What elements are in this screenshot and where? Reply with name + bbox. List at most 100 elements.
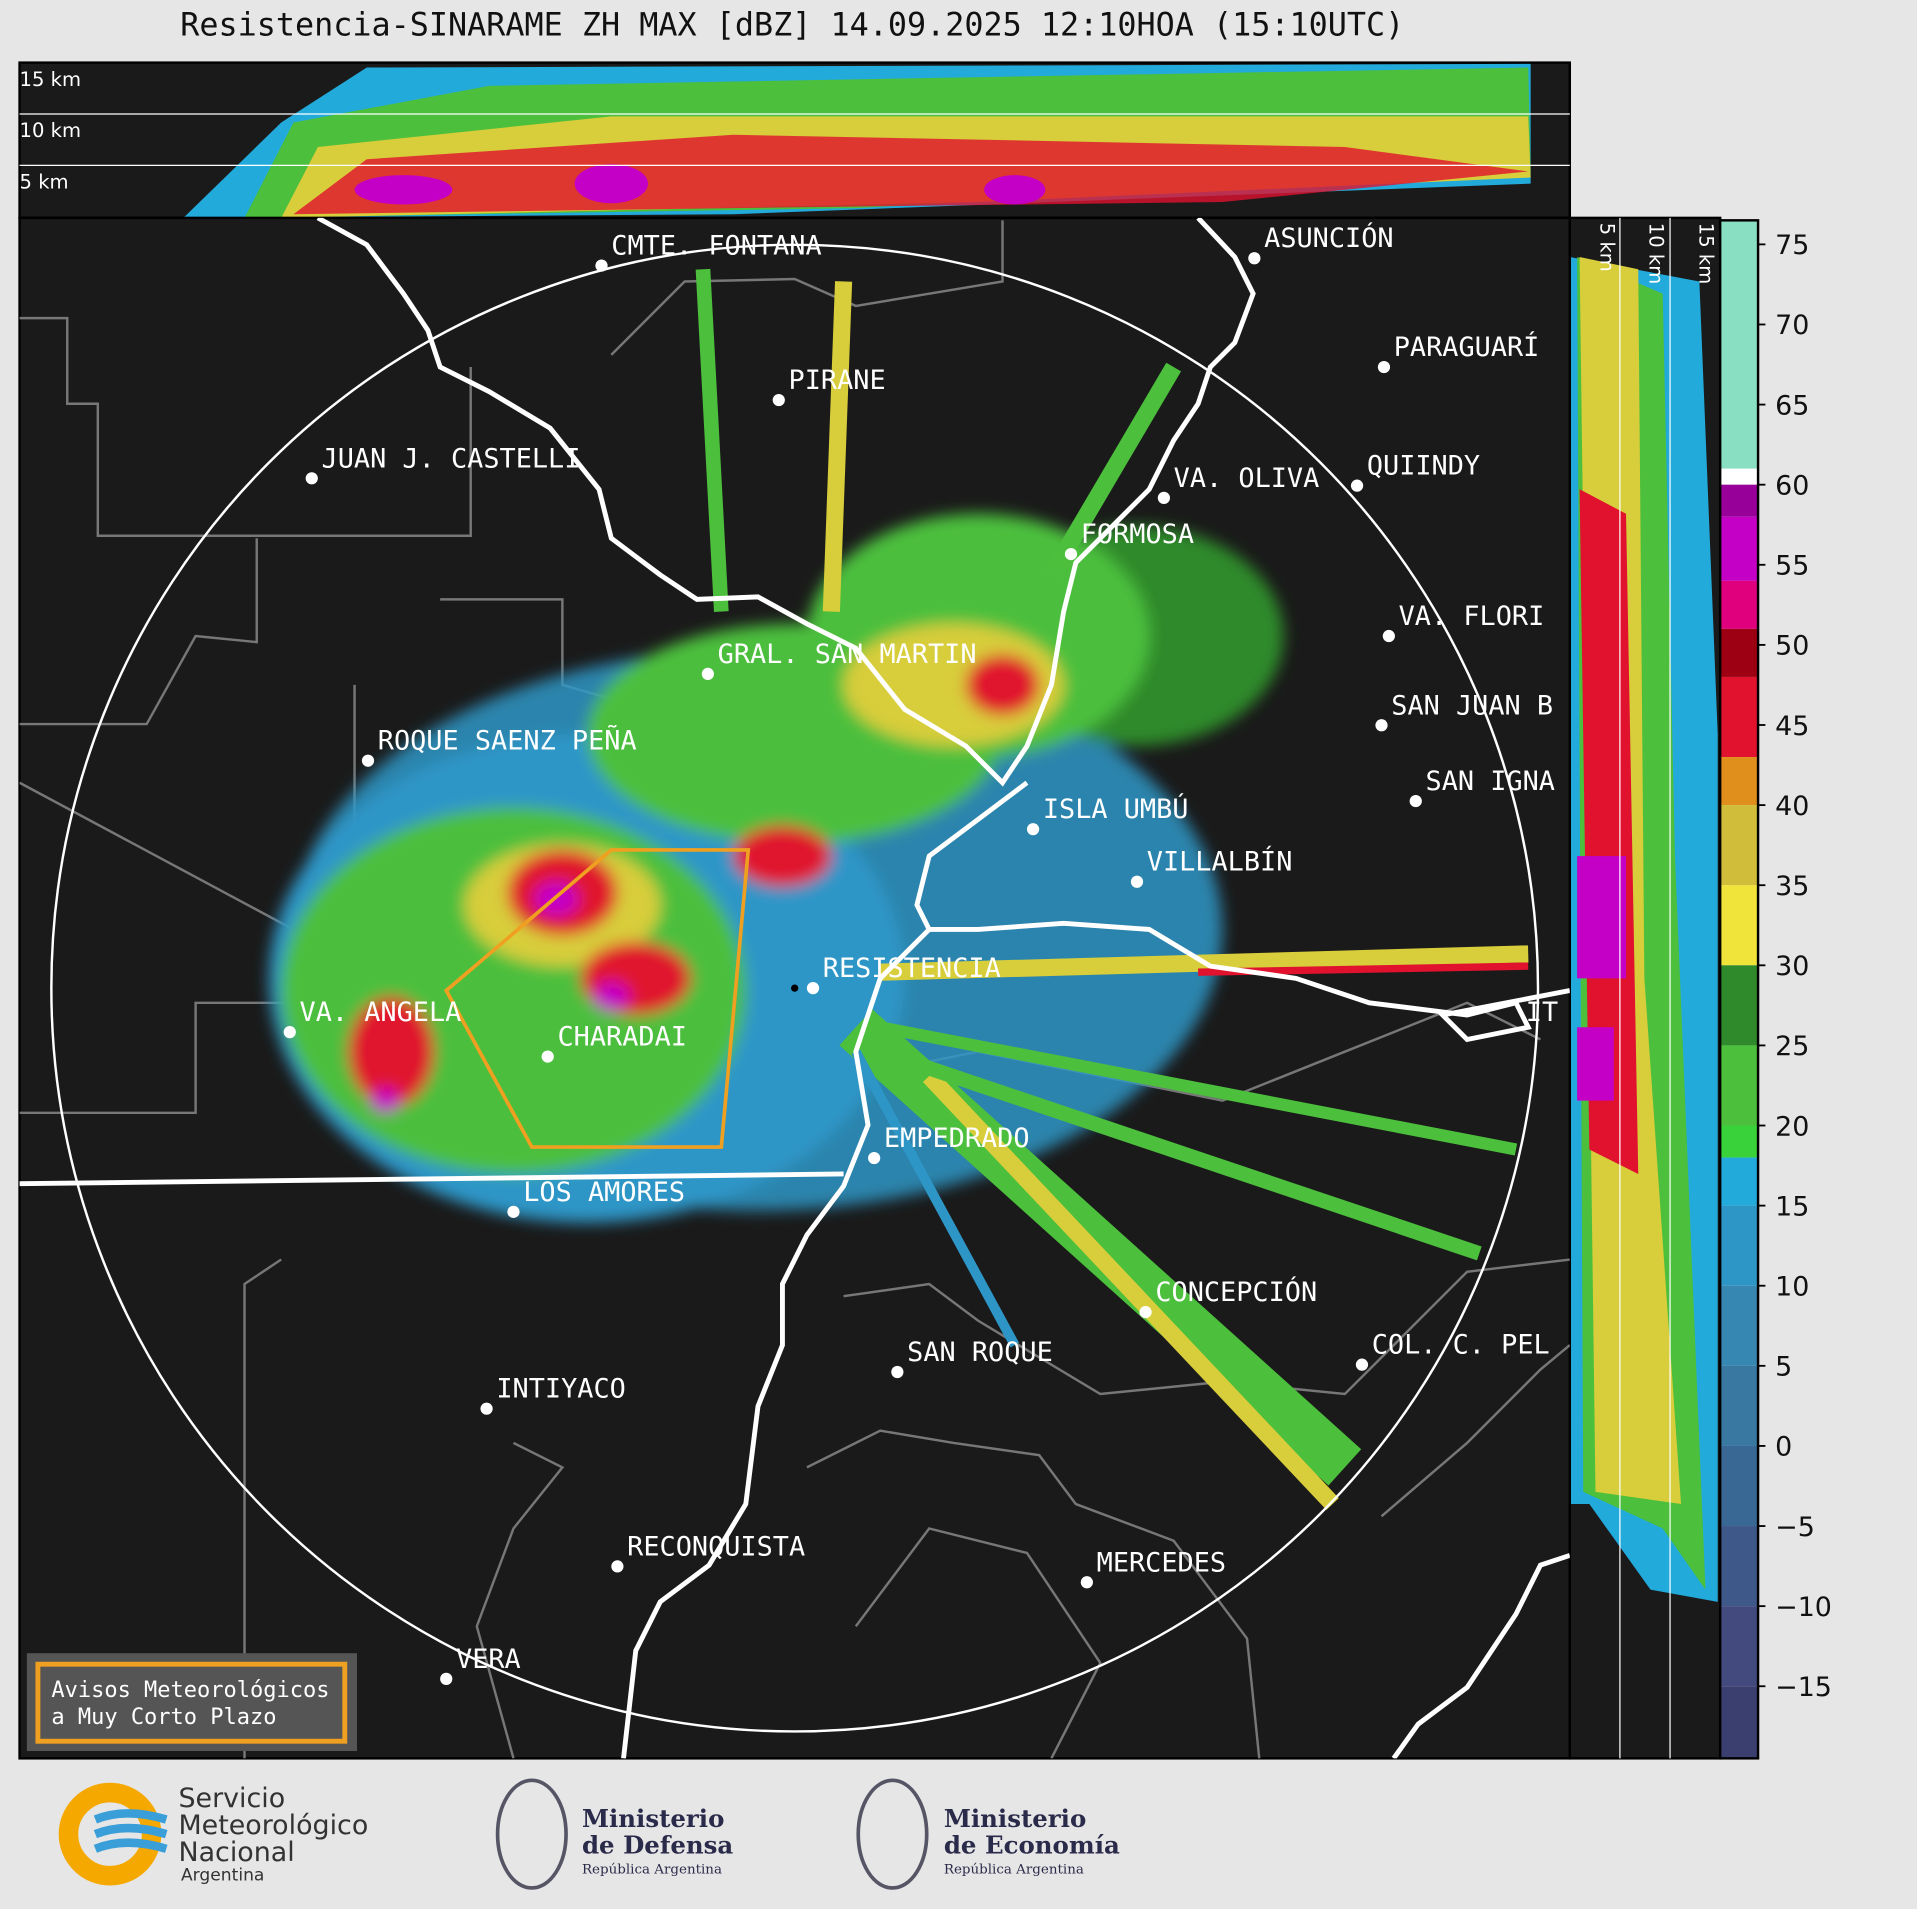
colorbar-tick-label: 15 — [1775, 1191, 1809, 1222]
city-label: VA. FLORI — [1399, 601, 1545, 632]
logo-text: Ministerio — [582, 1804, 724, 1833]
city-label: CHARADAI — [557, 1022, 686, 1053]
city-dot — [440, 1672, 453, 1685]
radar-site — [791, 984, 799, 992]
city-label: SAN JUAN B — [1391, 690, 1553, 721]
city-label: RESISTENCIA — [823, 953, 1001, 984]
colorbar-segment — [1720, 757, 1759, 806]
city-label: SAN ROQUE — [907, 1337, 1053, 1368]
city-label: VA. OLIVA — [1174, 463, 1320, 494]
colorbar-segment — [1720, 1526, 1759, 1607]
coat-of-arms — [856, 1778, 929, 1890]
colorbar-tick-label: −5 — [1775, 1512, 1815, 1543]
city-label: EMPEDRADO — [884, 1123, 1030, 1154]
colorbar-tick-label: 65 — [1775, 390, 1809, 421]
cities: CMTE. FONTANA PIRANE JUAN J. CASTELLI ASUNC… — [283, 222, 1558, 1685]
colorbar-tick-label: 5 — [1775, 1352, 1792, 1383]
colorbar-tick-label: 10 — [1775, 1272, 1809, 1303]
city-dot — [541, 1050, 554, 1063]
city-dot — [806, 982, 820, 995]
height-label: 15 km — [20, 68, 81, 91]
city-dot — [868, 1151, 881, 1165]
colorbar-segment — [1720, 628, 1759, 677]
colorbar-segment — [1720, 484, 1759, 517]
colorbar-tick-label: 50 — [1775, 631, 1809, 662]
colorbar-segment — [1720, 580, 1759, 629]
colorbar-segment — [1720, 965, 1759, 1046]
city-dot — [283, 1026, 296, 1039]
colorbar-tick-label: −15 — [1775, 1672, 1832, 1703]
city-label: COL. C. PEL — [1372, 1330, 1550, 1361]
city-label: VERA — [456, 1644, 521, 1675]
map: CMTE. FONTANA PIRANE JUAN J. CASTELLI ASUNC… — [18, 216, 1572, 1760]
colorbar-segment — [1720, 805, 1759, 886]
logo-text: Meteorológico — [178, 1810, 368, 1841]
city-dot — [1026, 823, 1040, 836]
colorbar-tick-label: 75 — [1775, 230, 1809, 261]
rivers — [19, 217, 1570, 1759]
logos: Servicio Meteorológico Nacional Argentin… — [58, 1778, 1120, 1890]
city-label: JUAN J. CASTELLI — [322, 443, 581, 474]
warning-box: Avisos Meteorológicos a Muy Corto Plazo — [26, 1653, 357, 1752]
colorbar-segment — [1720, 1157, 1759, 1206]
colorbar-tick-label: −10 — [1775, 1592, 1832, 1623]
city-label: VILLALBÍN — [1147, 846, 1293, 878]
city-dot — [507, 1205, 520, 1218]
city-label: PARAGUARÍ — [1394, 331, 1540, 363]
colorbar-segment — [1720, 1606, 1759, 1687]
city-label: PIRANE — [789, 365, 886, 396]
colorbar-tick-label: 0 — [1775, 1432, 1792, 1463]
city-dot — [701, 667, 714, 681]
colorbar-tick-label: 55 — [1775, 551, 1809, 582]
city-dot — [480, 1402, 493, 1415]
city-label: SAN IGNA — [1426, 766, 1555, 797]
city-label: IT — [1526, 997, 1558, 1028]
height-label: 5 km — [20, 171, 69, 194]
coat-of-arms — [495, 1778, 568, 1890]
colorbar-segment — [1720, 1125, 1759, 1158]
colorbar-segment — [1720, 676, 1759, 758]
city-label: GRAL. SAN MARTIN — [718, 639, 977, 670]
city-dot — [1080, 1576, 1093, 1589]
colorbar-segment — [1720, 220, 1759, 469]
city-label: QUIINDY — [1367, 451, 1480, 482]
range-ring — [50, 243, 1540, 1733]
height-label: 10 km — [1644, 223, 1667, 284]
city-label: ISLA UMBÚ — [1043, 793, 1189, 825]
city-dot — [1377, 360, 1391, 374]
city-dot — [1130, 875, 1144, 888]
city-label: ASUNCIÓN — [1264, 222, 1393, 254]
city-label: CMTE. FONTANA — [611, 231, 821, 262]
logo-text: de Defensa — [582, 1831, 733, 1860]
colorbar-segment — [1720, 1045, 1759, 1126]
height-label: 15 km — [1694, 223, 1717, 284]
city-dot — [1248, 252, 1261, 265]
colorbar-segment — [1720, 1445, 1759, 1527]
city-dot — [1064, 547, 1078, 561]
city-dot — [595, 259, 608, 272]
city-label: MERCEDES — [1097, 1547, 1226, 1578]
colorbar-segment — [1720, 1205, 1759, 1286]
warning-text: a Muy Corto Plazo — [51, 1705, 276, 1730]
colorbar-tick-label: 20 — [1775, 1111, 1809, 1142]
city-label: INTIYACO — [496, 1374, 625, 1405]
colorbar-segment — [1720, 1285, 1759, 1366]
colorbar-tick-label: 30 — [1775, 951, 1809, 982]
radar-echoes — [268, 513, 1284, 1223]
city-dot — [1355, 1358, 1369, 1371]
city-dot — [1350, 479, 1364, 492]
city-label: ROQUE SAENZ PEÑA — [378, 725, 637, 757]
logo-text: Nacional — [178, 1837, 294, 1868]
colorbar-segment — [1720, 885, 1759, 966]
city-dot — [361, 754, 375, 767]
city-label: LOS AMORES — [523, 1177, 685, 1208]
logo-text: Servicio — [178, 1783, 285, 1814]
colorbar-segment — [1720, 468, 1759, 485]
city-label: RECONQUISTA — [627, 1531, 805, 1562]
top-panel: 15 km 10 km 5 km — [18, 61, 1572, 220]
city-dot — [1382, 629, 1395, 643]
colorbar-tick-label: 70 — [1775, 310, 1809, 341]
colorbar-segment — [1720, 1686, 1759, 1759]
city-dot — [1409, 794, 1422, 808]
